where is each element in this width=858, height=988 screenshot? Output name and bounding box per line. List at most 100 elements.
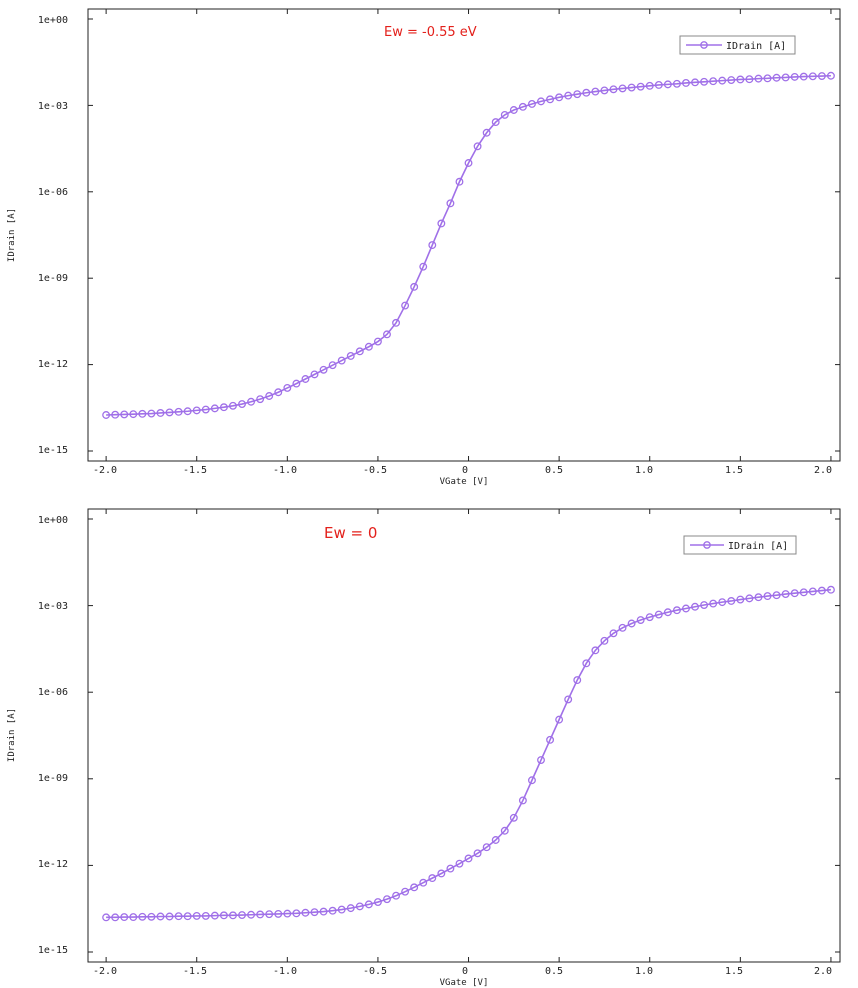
data-point <box>201 911 210 920</box>
data-point <box>518 796 527 805</box>
data-point <box>183 912 192 921</box>
y-tick-label: 1e+00 <box>38 15 68 26</box>
data-point <box>500 826 509 835</box>
data-point <box>401 301 410 310</box>
data-point <box>337 905 346 914</box>
x-tick-label: -1.5 <box>183 465 207 476</box>
data-point <box>138 912 147 921</box>
x-tick-label: 0 <box>462 465 468 476</box>
data-point <box>210 911 219 920</box>
data-point <box>555 93 564 102</box>
data-point <box>600 636 609 645</box>
data-point <box>156 912 165 921</box>
data-point <box>419 878 428 887</box>
x-tick-label: 0.5 <box>545 465 563 476</box>
x-tick-label: 1.5 <box>725 465 743 476</box>
data-point <box>645 81 654 90</box>
data-point <box>654 610 663 619</box>
y-tick-label: 1e-12 <box>38 359 68 370</box>
series-line <box>106 74 831 416</box>
data-point <box>392 318 400 327</box>
data-point <box>609 85 618 94</box>
data-point <box>129 410 138 419</box>
y-axis-title: IDrain [A] <box>7 708 17 762</box>
data-point <box>573 676 582 685</box>
data-point <box>446 864 455 873</box>
data-point <box>383 895 391 904</box>
data-point <box>718 76 727 85</box>
data-point <box>618 623 627 632</box>
data-point <box>229 911 237 920</box>
chart-panel-bottom: 1e+00 1e-03 1e-06 1e-09 1e-12 1e-15 -2.0… <box>7 508 841 988</box>
series-line <box>106 588 832 919</box>
data-point <box>229 401 237 410</box>
data-point <box>672 79 681 88</box>
data-point <box>491 118 500 127</box>
data-point <box>546 735 555 744</box>
data-point <box>591 646 600 655</box>
legend-label: IDrain [A] <box>728 541 788 552</box>
data-point <box>654 80 663 89</box>
data-point <box>473 142 482 151</box>
data-point <box>355 902 364 911</box>
data-point <box>392 891 400 900</box>
data-point <box>120 410 129 419</box>
data-point <box>410 883 419 892</box>
x-tick-label: -0.5 <box>363 465 387 476</box>
data-point <box>682 78 690 87</box>
x-axis-title: VGate [V] <box>440 477 489 487</box>
data-point <box>473 849 482 858</box>
data-point <box>709 599 718 608</box>
data-point <box>265 392 274 400</box>
y-axis: 1e+00 1e-03 1e-06 1e-09 1e-12 1e-15 <box>38 515 68 956</box>
data-point <box>174 407 183 416</box>
data-point <box>817 72 826 80</box>
data-point <box>790 589 799 598</box>
data-point <box>165 912 174 921</box>
data-point <box>138 409 147 418</box>
data-point <box>672 606 681 615</box>
y-tick-label: 1e+00 <box>38 515 68 526</box>
chart-panel-top: 1e+00 1e-03 1e-06 1e-09 1e-12 1e-15 -2.0… <box>7 8 841 487</box>
data-point <box>663 80 672 89</box>
x-tick-label: -2.0 <box>93 966 117 977</box>
y-tick-label: 1e-09 <box>38 273 68 284</box>
data-point <box>201 405 210 414</box>
data-point <box>464 854 473 863</box>
data-point <box>799 72 808 81</box>
data-point <box>546 95 555 104</box>
data-point <box>410 282 419 291</box>
x-tick-label: -1.5 <box>183 966 207 977</box>
y-tick-label: 1e-03 <box>38 101 68 112</box>
x-tick-label: 1.0 <box>635 465 653 476</box>
data-point <box>808 587 817 596</box>
data-point <box>537 97 545 106</box>
data-point <box>192 406 201 415</box>
data-point <box>437 869 446 878</box>
data-point <box>364 900 373 909</box>
data-point <box>745 75 754 84</box>
data-point <box>256 910 265 919</box>
data-point <box>156 409 165 417</box>
data-point <box>274 909 283 918</box>
data-point <box>826 585 835 594</box>
data-point <box>219 403 228 412</box>
data-point <box>310 908 319 917</box>
data-point <box>238 400 246 409</box>
chart-annotation: Ew = -0.55 eV <box>384 25 477 40</box>
data-point <box>428 241 437 250</box>
data-point <box>328 361 337 370</box>
data-point <box>763 592 772 601</box>
legend: IDrain [A] <box>679 35 796 55</box>
legend-label: IDrain [A] <box>726 41 786 52</box>
x-tick-label: 1.5 <box>725 966 743 977</box>
data-point <box>817 586 826 595</box>
data-point <box>102 411 111 419</box>
data-point <box>437 219 446 228</box>
data-point <box>247 397 256 406</box>
data-point <box>319 365 328 374</box>
series-layer <box>102 71 835 419</box>
data-point <box>238 911 246 919</box>
data-point <box>826 71 835 80</box>
